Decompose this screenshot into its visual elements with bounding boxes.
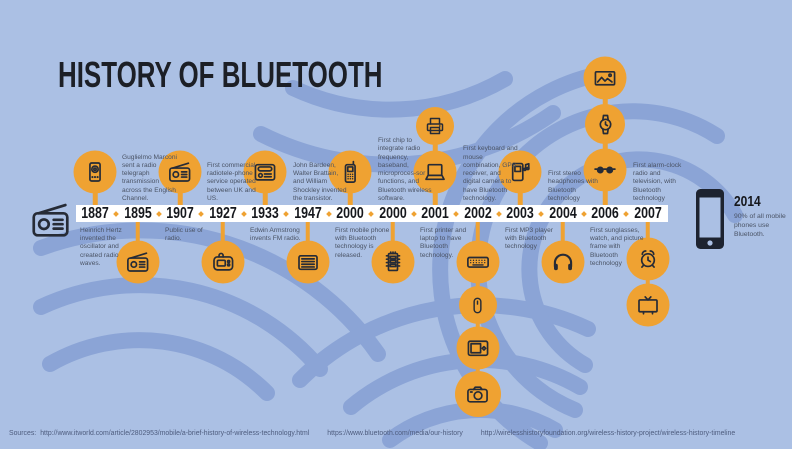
chip-icon <box>385 251 400 272</box>
milestone-bubble-1895 <box>116 240 159 284</box>
source-url: http://wirelesshistoryfoundation.org/wir… <box>480 430 736 437</box>
milestone-description: John Bardeen, Walter Brattain, and Willi… <box>293 161 347 202</box>
printer-icon <box>426 117 444 135</box>
milestone-bubble-2006-watch <box>585 104 625 144</box>
year-label: 1927 <box>208 205 237 222</box>
milestone-bubble-2003 <box>498 150 542 194</box>
milestone-bubble-1887 <box>73 150 117 194</box>
watch-icon <box>598 114 612 134</box>
milestone-bubble-1933 <box>243 150 287 194</box>
milestone-bubble-1907 <box>158 150 202 194</box>
year-label: 1933 <box>251 205 279 222</box>
sunglasses-icon <box>594 166 616 174</box>
milestone-description: First stereo headphones with Bluetooth t… <box>548 170 598 202</box>
radio-icon <box>126 252 148 272</box>
source-url: https://www.bluetooth.com/media/our-hist… <box>327 430 463 437</box>
camera-icon <box>467 385 488 403</box>
milestone-description: First commercial radiotele-phone service… <box>207 161 256 202</box>
mobile-phone-icon <box>344 160 356 183</box>
milestone-bubble-2006-frame <box>583 56 627 100</box>
milestone-bubble-2002-camera <box>454 371 501 417</box>
tv-icon <box>637 296 658 315</box>
sources-line: Sources: http://www.itworld.com/article/… <box>9 430 735 437</box>
milestone-description: First mobile phone with Bluetooth techno… <box>335 227 390 259</box>
year-label: 1907 <box>166 205 194 222</box>
sources-label: Sources: <box>9 430 37 437</box>
milestone-bubble-2002-gps <box>456 326 499 370</box>
year-label: 2000 <box>378 205 407 222</box>
milestone-bubble-2007-tv <box>626 283 669 327</box>
smartphone-icon <box>696 189 724 254</box>
milestone-description: First MP3 player with Bluetooth technolo… <box>505 227 553 251</box>
page-title: HISTORY OF BLUETOOTH <box>58 54 383 95</box>
milestone-bubble-1947 <box>286 240 329 284</box>
milestone-description: First printer and laptop to have Bluetoo… <box>420 227 467 259</box>
milestone-bubble-2000-phone <box>328 150 372 194</box>
year-label: 1947 <box>293 205 322 222</box>
milestone-bubble-2004 <box>541 240 584 284</box>
year-label: 1887 <box>81 205 109 222</box>
milestone-description: First chip to integrate radio frequency,… <box>378 137 432 202</box>
keyboard-icon <box>466 256 489 268</box>
endpoint-year: 2014 <box>734 193 761 210</box>
year-label: 2006 <box>591 205 619 222</box>
headphones-icon <box>553 253 572 271</box>
year-label: 2007 <box>633 205 662 222</box>
year-label: 2004 <box>548 205 577 222</box>
milestone-bubble-2001-printer <box>416 107 454 145</box>
milestone-description: Public use of radio. <box>165 227 203 243</box>
milestone-bubble-2001-laptop <box>413 150 457 194</box>
laptop-icon <box>425 163 445 181</box>
transistor-radio-icon <box>297 254 318 271</box>
endpoint-description: 90% of all mobile phones use Bluetooth. <box>734 213 786 238</box>
milestone-description: Guglielmo Marconi sent a radio telegraph… <box>122 153 177 202</box>
fm-radio-icon <box>254 163 276 181</box>
milestone-description: First keyboard and mouse combination, GP… <box>463 145 518 202</box>
mp3-player-icon <box>511 162 530 182</box>
year-label: 2003 <box>506 205 534 222</box>
radio-icon <box>169 162 191 182</box>
milestone-description: Heinrich Hertz invented the oscillator a… <box>80 227 122 267</box>
alarm-clock-icon <box>640 250 655 268</box>
source-url: http://www.itworld.com/article/2802953/m… <box>40 430 310 437</box>
year-label: 2002 <box>463 205 492 222</box>
vintage-radio-icon <box>26 197 76 248</box>
milestone-bubble-2006-sunglasses <box>583 148 627 192</box>
milestone-bubble-2002-mouse <box>458 286 497 324</box>
year-label: 2001 <box>421 205 449 222</box>
oscillator-icon <box>89 162 101 182</box>
radiotelephone-icon <box>212 252 233 271</box>
milestone-bubble-2007-alarm <box>626 237 669 281</box>
year-label: 1895 <box>123 205 152 222</box>
milestone-description: Edwin Armstrong invents FM radio. <box>250 227 301 243</box>
picture-frame-icon <box>594 70 616 86</box>
milestone-description: First sunglasses, watch, and picture fra… <box>590 227 644 267</box>
milestone-description: First alarm-clock radio and television, … <box>633 161 682 202</box>
milestone-bubble-2002-keyboard <box>456 240 499 284</box>
milestone-bubble-1927 <box>201 240 244 284</box>
milestone-bubble-2000-chip <box>371 240 414 284</box>
endpoint-2014: 2014 90% of all mobile phones use Blueto… <box>734 193 788 239</box>
mouse-icon <box>473 297 482 313</box>
year-label: 2000 <box>336 205 364 222</box>
gps-receiver-icon <box>467 340 488 357</box>
